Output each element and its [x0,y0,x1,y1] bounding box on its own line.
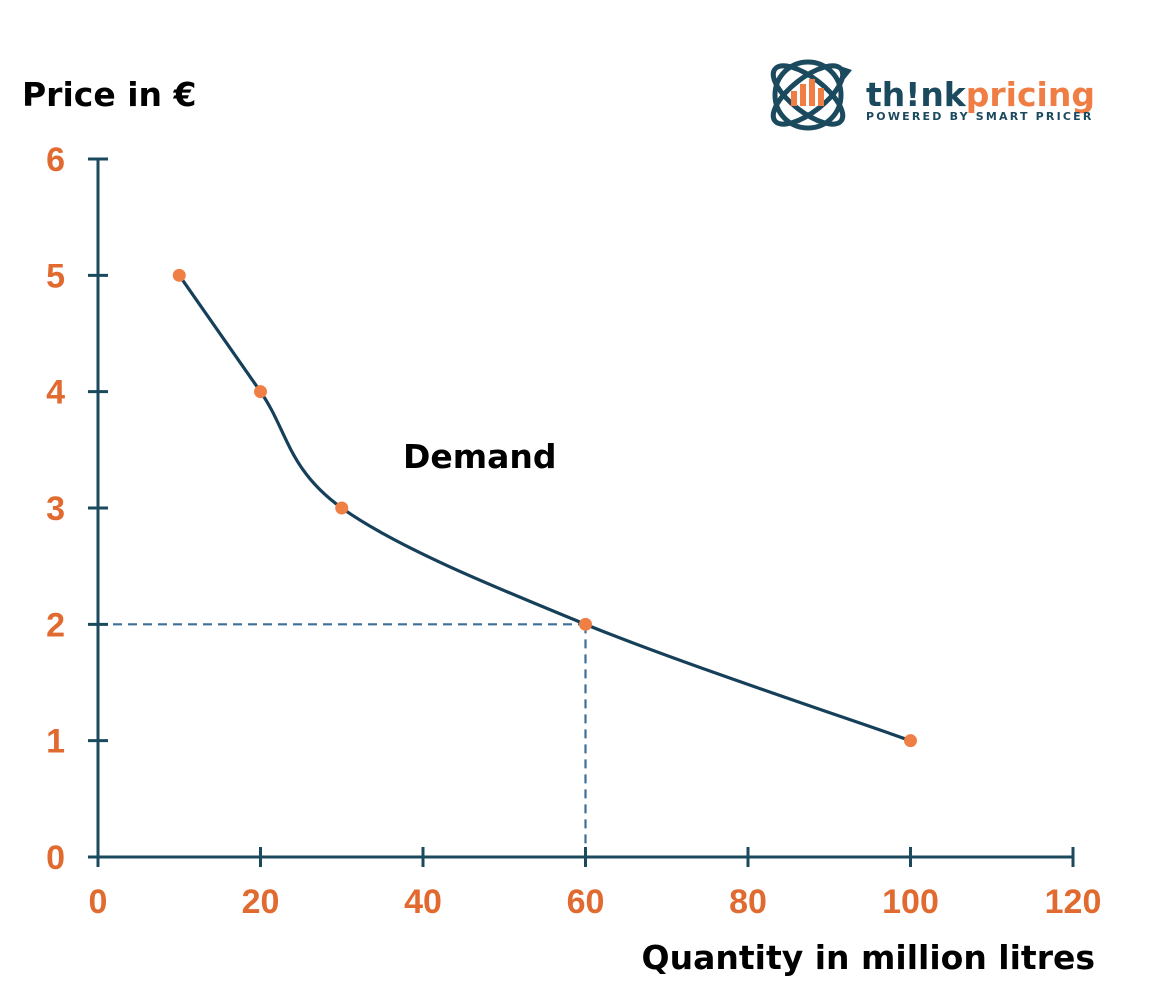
demand-series-label: Demand [403,437,557,476]
x-tick-label-0: 0 [89,883,108,921]
x-tick-label-40: 40 [404,883,442,921]
y-tick-label-0: 0 [46,839,65,877]
logo-word-suffix: pricing [966,75,1095,114]
x-tick-label-120: 120 [1045,883,1102,921]
x-axis-title: Quantity in million litres [642,938,1095,977]
x-tick-label-80: 80 [729,883,767,921]
points-layer [172,268,917,748]
y-tick-label-1: 1 [46,723,65,761]
y-tick-label-2: 2 [46,606,65,644]
y-tick-label-6: 6 [46,141,65,179]
data-point-20 [254,385,267,399]
logo-wordmark: th!nkpricing [866,75,1095,114]
thinkpricing-logo: th!nkpricing POWERED BY SMART PRICER [770,59,1095,131]
y-axis-title: Price in € [22,75,196,114]
x-tick-label-60: 60 [567,883,605,921]
curve-layer [177,273,913,743]
demand-curve [177,273,913,743]
globe-bar-chart-logo-icon [770,59,852,131]
logo-word-prefix: th!nk [866,75,967,114]
y-tick-label-3: 3 [46,490,65,528]
data-point-100 [904,734,917,748]
ticks: 0 20 40 60 80 100 120 0 1 2 3 4 5 6 [46,141,1101,921]
x-tick-label-20: 20 [242,883,280,921]
y-tick-label-5: 5 [46,257,65,295]
logo-tagline: POWERED BY SMART PRICER [866,110,1094,123]
data-point-30 [335,501,349,515]
guide-lines [98,623,587,857]
data-point-10 [172,268,186,282]
y-tick-label-4: 4 [46,374,65,412]
data-point-60 [579,617,592,631]
x-tick-label-100: 100 [882,883,939,921]
